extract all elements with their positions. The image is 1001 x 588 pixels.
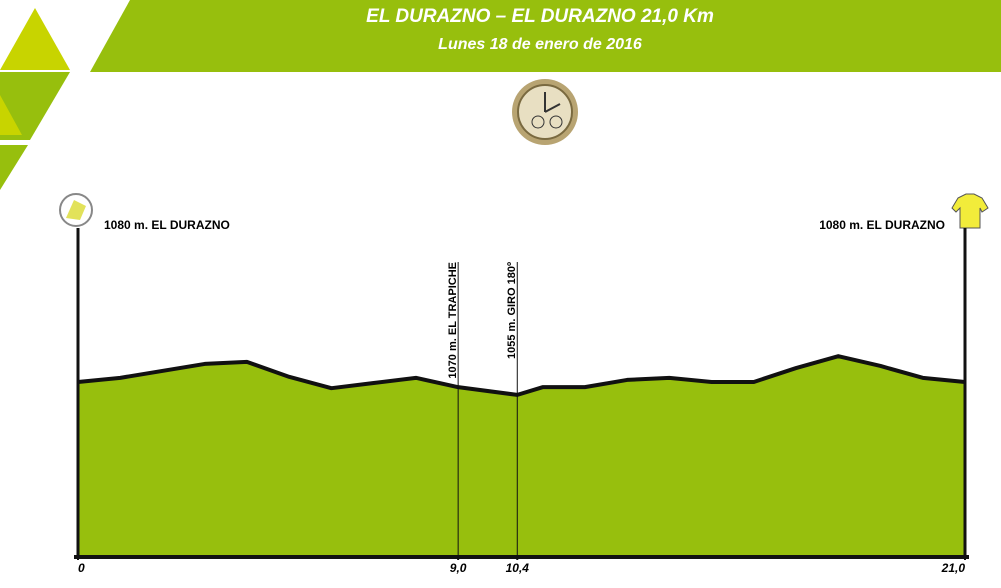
chart-title: EL DURAZNO – EL DURAZNO 21,0 Km [366,6,714,27]
x-tick-label: 9,0 [450,561,467,575]
x-tick-label: 21,0 [941,561,966,575]
start-icon [59,193,93,227]
elevation-area [78,356,965,555]
marker-label: 1055 m. GIRO 180º [506,262,518,359]
x-tick-label: 10,4 [506,561,530,575]
endpoint-label: 1080 m. EL DURAZNO [819,218,945,232]
marker-label: 1070 m. EL TRAPICHE [447,262,459,379]
deco-triangle [0,145,28,190]
deco-triangle [0,8,70,70]
clock-icon [512,79,578,145]
elevation-line [77,354,966,397]
x-tick-label: 0 [78,561,85,575]
deco-triangle [0,95,22,135]
header-band [90,0,1001,72]
jersey-icon [951,193,989,229]
chart-subtitle: Lunes 18 de enero de 2016 [438,36,642,53]
endpoint-label: 1080 m. EL DURAZNO [104,218,230,232]
deco-triangle [0,72,70,140]
